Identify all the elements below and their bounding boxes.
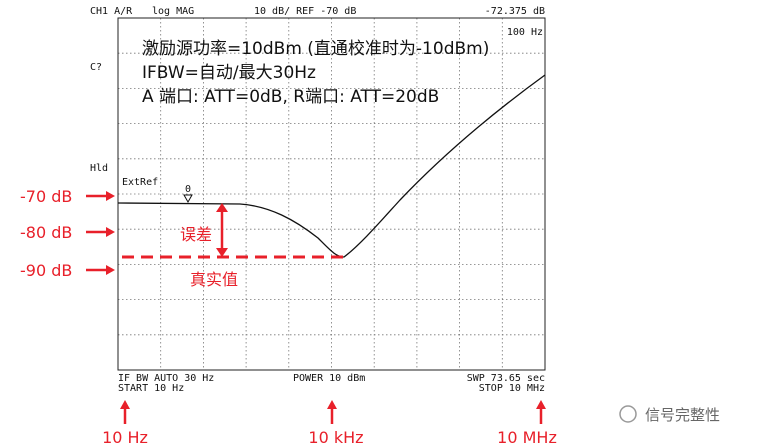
cal-status: C? [90, 62, 102, 73]
footer-ifbw: IF BW AUTO 30 Hz [118, 373, 214, 384]
hold-status: Hld [90, 163, 108, 174]
true-value-label: 真实值 [190, 270, 238, 289]
trace [117, 74, 546, 258]
ext-ref: ExtRef [122, 177, 158, 188]
frequency-label: 10 Hz [102, 428, 148, 447]
error-label: 误差 [180, 225, 212, 244]
level-label: -70 dB [20, 187, 72, 206]
footer-start: START 10 Hz [118, 383, 184, 394]
frequency-label: 10 kHz [308, 428, 363, 447]
note: IFBW=自动/最大30Hz [142, 63, 316, 83]
watermark-icon [619, 405, 637, 423]
watermark: 信号完整性 [645, 406, 720, 424]
footer-sweep: SWP 73.65 sec [467, 373, 545, 384]
scale: 10 dB/ REF -70 dB [254, 6, 356, 17]
marker-value: -72.375 dB [485, 6, 545, 17]
frequency-label: 10 MHz [497, 428, 557, 447]
format: log MAG [152, 6, 194, 17]
footer-stop: STOP 10 MHz [479, 383, 545, 394]
note: A 端口: ATT=0dB, R端口: ATT=20dB [142, 87, 439, 107]
grid [118, 18, 545, 370]
marker-freq: 100 Hz [507, 27, 543, 38]
note: 激励源功率=10dBm (直通校准时为-10dBm) [142, 39, 489, 59]
marker-number: 0 [185, 184, 191, 195]
footer-power: POWER 10 dBm [293, 373, 365, 384]
plot-frame [117, 17, 546, 371]
level-arrows [86, 191, 115, 275]
frequency-arrows [120, 400, 546, 424]
channel: CH1 A/R [90, 6, 133, 17]
level-label: -80 dB [20, 223, 72, 242]
marker-triangle [183, 194, 193, 204]
level-label: -90 dB [20, 261, 72, 280]
